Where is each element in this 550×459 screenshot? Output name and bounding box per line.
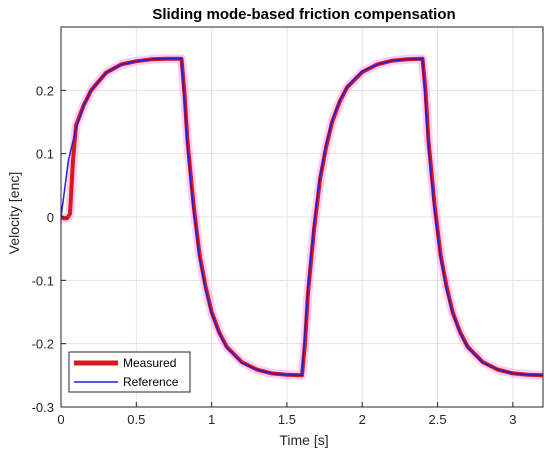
y-axis-label: Velocity [enc] (6, 172, 22, 255)
x-tick-label: 2 (359, 412, 366, 427)
legend-label-reference: Reference (123, 375, 179, 389)
y-tick-label: -0.3 (32, 400, 54, 415)
x-tick-label: 2.5 (429, 412, 447, 427)
x-tick-label: 1 (208, 412, 215, 427)
x-tick-label: 3 (509, 412, 516, 427)
legend-label-measured: Measured (123, 356, 176, 370)
y-tick-label: -0.2 (32, 337, 54, 352)
series-lines (60, 56, 544, 378)
y-tick-label: -0.1 (32, 273, 54, 288)
x-axis-label: Time [s] (279, 432, 328, 448)
legend-box (68, 351, 191, 393)
legend: Measured Reference (68, 351, 191, 393)
chart-title: Sliding mode-based friction compensation (152, 6, 455, 23)
y-tick-label: 0.2 (36, 83, 54, 98)
x-tick-label: 0.5 (127, 412, 145, 427)
series-line-reference (60, 57, 544, 377)
y-tick-label: 0 (47, 210, 54, 225)
axis-ticks: 0 0.5 1 1.5 2 2.5 3 -0.3 -0.2 -0.1 0 0.1 0.2 (32, 83, 517, 427)
x-tick-label: 0 (57, 412, 64, 427)
y-tick-label: 0.1 (36, 147, 54, 162)
x-tick-label: 1.5 (278, 412, 296, 427)
plot-frame (60, 26, 544, 408)
